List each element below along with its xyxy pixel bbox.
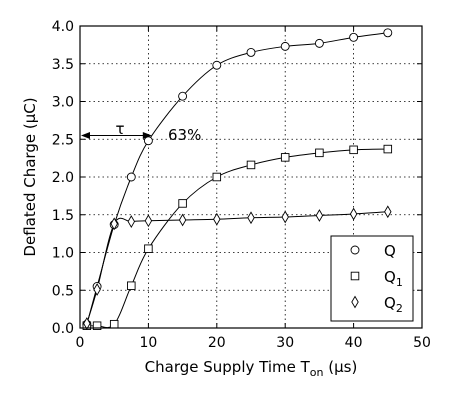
diamond-marker <box>83 317 91 330</box>
y-tick-label: 2.5 <box>52 132 74 148</box>
y-tick-label: 3.0 <box>52 95 74 111</box>
legend-label: Q <box>384 242 396 260</box>
tau-arrow-head-right <box>142 131 152 139</box>
diamond-marker <box>384 205 392 219</box>
axis-ticks: 0 10 20 30 40 50 0.0 0.5 1.0 1.5 2.0 2.5 3.0 3.5 4.0 <box>52 19 431 351</box>
series-markers <box>82 28 393 330</box>
y-axis-label: Deflated Charge (µC) <box>21 97 39 256</box>
x-tick-label: 30 <box>276 335 294 351</box>
diamond-marker <box>213 212 221 226</box>
circle-marker <box>280 41 290 51</box>
circle-marker <box>126 172 136 182</box>
square-marker <box>246 160 256 170</box>
y-tick-label: 0.0 <box>52 321 74 337</box>
diamond-marker <box>110 217 118 231</box>
circle-marker <box>212 60 222 70</box>
circle-marker <box>349 32 359 42</box>
square-marker <box>212 172 222 182</box>
diamond-marker <box>127 215 136 228</box>
diamond-marker <box>144 214 153 228</box>
legend-circle-marker <box>350 245 360 255</box>
y-tick-label: 4.0 <box>52 19 74 35</box>
square-marker <box>144 244 153 253</box>
square-marker <box>178 199 187 208</box>
legend: Q Q1 Q2 <box>330 235 414 322</box>
square-marker <box>349 145 358 155</box>
tau-label: τ <box>115 120 124 138</box>
square-marker <box>315 148 324 158</box>
percent-label: 63% <box>168 126 201 144</box>
x-tick-label: 40 <box>345 335 363 351</box>
y-tick-label: 3.5 <box>52 57 74 73</box>
x-axis-label: Charge Supply Time Ton (µs) <box>145 358 358 379</box>
circle-marker <box>246 47 256 57</box>
y-tick-label: 1.0 <box>52 246 74 262</box>
circle-marker <box>314 38 324 48</box>
diamond-marker <box>281 210 289 224</box>
x-tick-label: 50 <box>413 335 431 351</box>
square-marker <box>280 153 290 162</box>
legend-diamond-marker <box>351 295 359 309</box>
x-tick-label: 10 <box>139 335 157 351</box>
square-marker <box>127 281 136 290</box>
diamond-marker <box>93 283 101 296</box>
square-marker <box>92 321 102 330</box>
y-tick-label: 2.0 <box>52 170 74 186</box>
x-tick-label: 20 <box>208 335 226 351</box>
diamond-marker <box>247 211 255 225</box>
legend-label: Q2 <box>384 294 403 315</box>
time-constant-annotation: τ 63% <box>81 120 201 144</box>
legend-box <box>330 235 414 322</box>
y-tick-label: 1.5 <box>52 208 74 224</box>
diamond-marker <box>178 213 187 227</box>
legend-square-marker <box>350 271 360 281</box>
square-marker <box>109 319 119 329</box>
circle-marker <box>383 28 393 38</box>
y-tick-label: 0.5 <box>52 283 74 299</box>
x-tick-label: 0 <box>76 335 85 351</box>
diamond-marker <box>349 207 358 221</box>
grid-lines <box>80 26 422 328</box>
circle-marker <box>178 91 188 101</box>
diamond-marker <box>315 209 324 222</box>
tau-arrow-head-left <box>81 131 90 139</box>
legend-label: Q1 <box>384 268 403 289</box>
square-marker <box>383 144 393 154</box>
circle-marker <box>143 136 153 146</box>
